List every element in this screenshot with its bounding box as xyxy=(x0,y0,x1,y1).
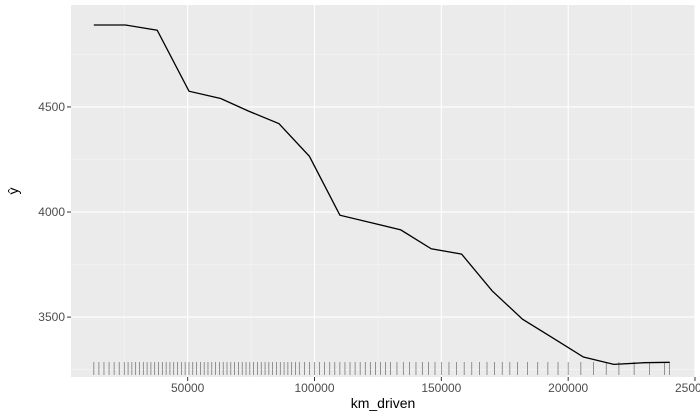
minor-gridlines xyxy=(71,5,695,377)
x-tick-label: 50000 xyxy=(171,381,205,395)
plot-panel xyxy=(71,5,695,377)
y-tick-label: 3500 xyxy=(38,310,65,324)
x-tick-label: 150000 xyxy=(421,381,461,395)
y-axis-title: ŷ xyxy=(5,188,21,195)
prediction-line xyxy=(93,24,670,366)
y-tick-label: 4500 xyxy=(38,100,65,114)
x-axis: 50000 100000 150000 200000 250000 xyxy=(171,377,700,395)
y-tick-label: 4000 xyxy=(38,205,65,219)
y-axis: 3500 4000 4500 xyxy=(38,100,71,324)
x-axis-title: km_driven xyxy=(351,395,416,411)
x-tick-label: 100000 xyxy=(294,381,334,395)
rug-marks xyxy=(93,362,670,375)
major-gridlines xyxy=(71,5,696,377)
x-tick-label: 200000 xyxy=(548,381,588,395)
x-tick-label: 250000 xyxy=(675,381,700,395)
